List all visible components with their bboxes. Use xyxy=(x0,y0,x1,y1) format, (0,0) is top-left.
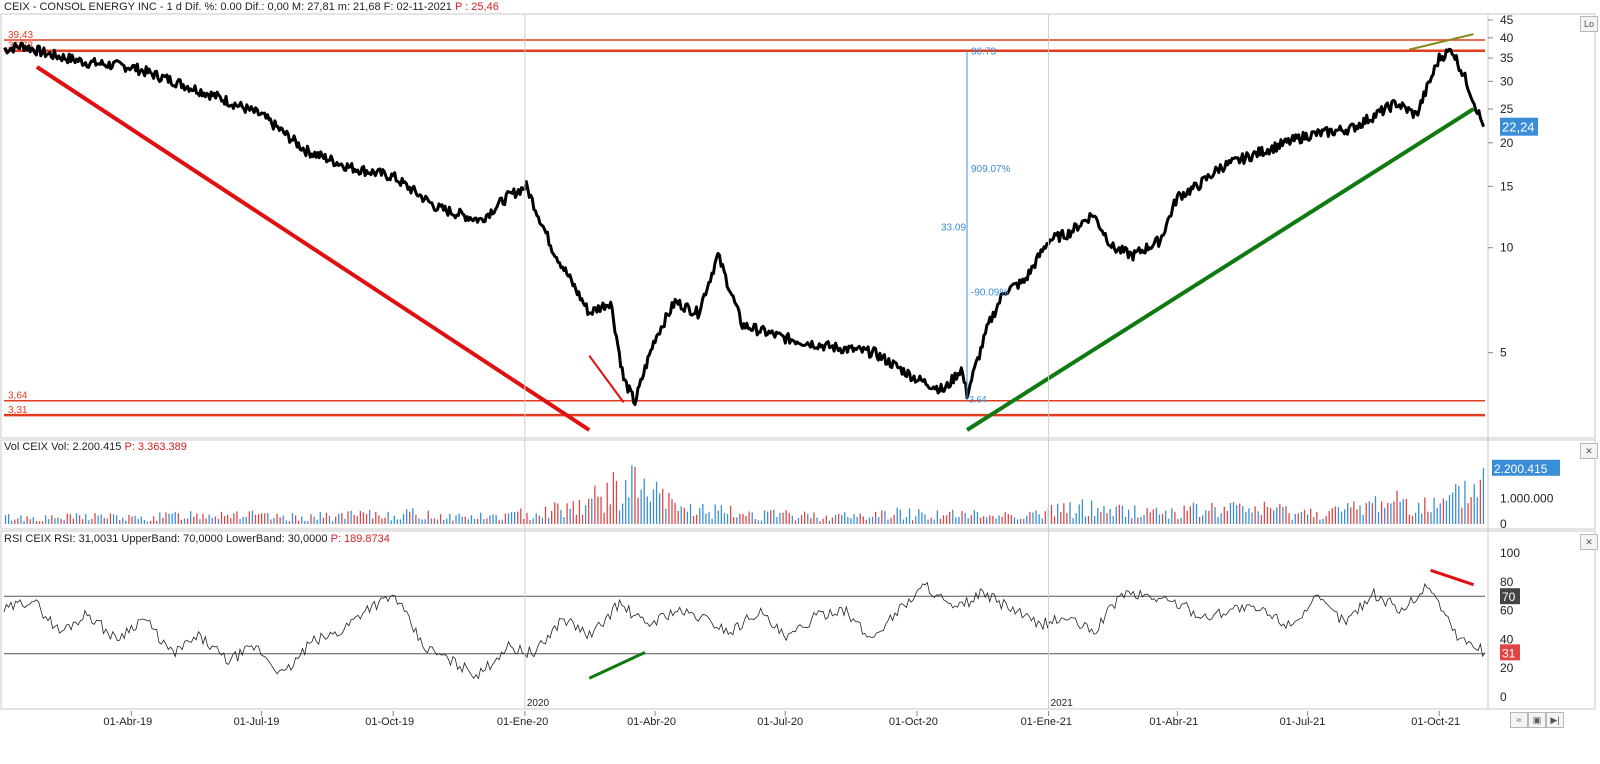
level-label: 3,64 xyxy=(8,391,28,402)
time-tick-label: 01-Oct-20 xyxy=(889,716,938,728)
measure-percent-up: 909.07% xyxy=(971,164,1011,175)
volume-panel-close-button[interactable]: ✕ xyxy=(1580,443,1598,459)
price-tick-label: 20 xyxy=(1500,136,1514,150)
price-last-badge xyxy=(1500,117,1538,136)
time-tick-label: 01-Jul-20 xyxy=(757,716,803,728)
rsi-tick-label: 0 xyxy=(1500,690,1507,704)
volume-tick-label: 1.000.000 xyxy=(1500,491,1554,505)
zoom-fit-button[interactable]: ≈ xyxy=(1510,712,1528,728)
rsi-last-label: 31 xyxy=(1502,646,1516,660)
price-header-p: P : 25,46 xyxy=(454,1,499,13)
volume-panel-frame xyxy=(0,439,1596,530)
measure-delta: 33.09 xyxy=(941,223,966,234)
rsi-header-p: P: 189.8734 xyxy=(330,533,390,545)
measure-top-label: 36.73 xyxy=(971,47,996,58)
trendline-down xyxy=(35,65,591,432)
rsi-tick-label: 100 xyxy=(1500,546,1520,560)
measure-percent-down: -90.09% xyxy=(971,287,1008,298)
rsi-tick-label: 20 xyxy=(1500,661,1514,675)
rsi-tick-label: 60 xyxy=(1500,604,1514,618)
time-tick-label: 01-Ene-21 xyxy=(1021,716,1072,728)
price-tick-label: 30 xyxy=(1500,74,1514,88)
price-tick-label: 10 xyxy=(1500,241,1514,255)
price-series-line xyxy=(3,41,1486,406)
price-tick-label: 45 xyxy=(1500,13,1514,27)
time-tick-label: 01-Abr-20 xyxy=(627,716,676,728)
trendline-down-short xyxy=(588,355,625,403)
level-label: 3,31 xyxy=(8,405,28,416)
price-tick-label: 5 xyxy=(1500,346,1507,360)
volume-tick-label: 0 xyxy=(1500,517,1507,531)
price-tick-label: 40 xyxy=(1500,31,1514,45)
time-tick-label: 01-Ene-20 xyxy=(497,716,548,728)
year-label: 2020 xyxy=(527,698,550,709)
rsi-chart: 0 20 40 60 80 100 70 31 xyxy=(3,546,1520,704)
price-tick-label: 35 xyxy=(1500,51,1514,65)
trendline-up xyxy=(965,107,1475,432)
time-tick-label: 01-Oct-21 xyxy=(1411,716,1460,728)
price-tick-label: 15 xyxy=(1500,179,1514,193)
price-panel-frame xyxy=(0,13,1596,439)
log-scale-button[interactable]: Lo xyxy=(1580,16,1598,32)
volume-chart: 0 1.000.000 2.200.415 xyxy=(4,459,1560,531)
time-tick-label: 01-Jul-19 xyxy=(234,716,280,728)
trendline-top xyxy=(1408,33,1474,51)
rsi-panel-close-button[interactable]: ✕ xyxy=(1580,534,1598,550)
rsi-tick-label: 40 xyxy=(1500,632,1514,646)
volume-last-label: 2.200.415 xyxy=(1494,462,1548,476)
rsi-tick-label: 80 xyxy=(1500,575,1514,589)
rsi-upper-badge xyxy=(1500,588,1520,605)
volume-header: Vol CEIX Vol: 2.200.415 P: 3.363.389 xyxy=(4,441,187,453)
time-tick-label: 01-Abr-19 xyxy=(103,716,152,728)
rsi-divergence-up xyxy=(588,650,646,680)
rsi-header: RSI CEIX RSI: 31,0031 UpperBand: 70,0000… xyxy=(4,533,390,545)
rsi-last-badge xyxy=(1500,644,1520,661)
rsi-panel-frame xyxy=(0,530,1596,710)
price-header-text: CEIX - CONSOL ENERGY INC - 1 d Dif. %: 0… xyxy=(4,1,455,13)
price-header: CEIX - CONSOL ENERGY INC - 1 d Dif. %: 0… xyxy=(4,1,499,13)
volume-header-text: Vol CEIX Vol: 2.200.415 xyxy=(4,441,125,453)
save-icon[interactable]: ▣ xyxy=(1528,712,1546,728)
rsi-upper-label: 70 xyxy=(1502,590,1516,604)
time-tick-label: 01-Abr-21 xyxy=(1149,716,1198,728)
measure-bottom-label: 3.64 xyxy=(969,395,987,405)
volume-header-p: P: 3.363.389 xyxy=(124,441,187,453)
time-tick-label: 01-Jul-21 xyxy=(1280,716,1326,728)
rsi-series-line xyxy=(3,581,1486,680)
level-label: 39,43 xyxy=(8,30,33,41)
price-last-label: 22,24 xyxy=(1502,120,1535,135)
rsi-divergence-down xyxy=(1430,568,1475,587)
time-axis: 01-Abr-19 01-Jul-19 01-Oct-19 01-Ene-20 01-A… xyxy=(103,14,1460,728)
scroll-end-button[interactable]: ▶| xyxy=(1546,712,1564,728)
year-label: 2021 xyxy=(1051,698,1074,709)
price-chart: 5101520253035404539,4336,733,643,3136.73… xyxy=(3,13,1538,432)
time-tick-label: 01-Oct-19 xyxy=(365,716,414,728)
rsi-header-text: RSI CEIX RSI: 31,0031 UpperBand: 70,0000… xyxy=(4,533,331,545)
price-tick-label: 25 xyxy=(1500,102,1514,116)
volume-last-badge xyxy=(1492,459,1560,476)
